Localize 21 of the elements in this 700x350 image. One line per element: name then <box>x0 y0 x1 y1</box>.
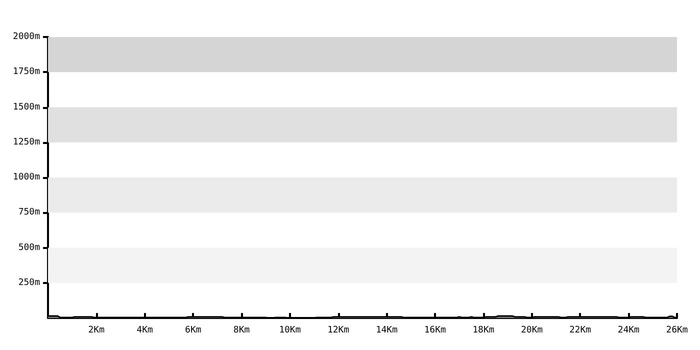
x-tick-label: 24Km <box>618 326 640 336</box>
x-tick-label: 16Km <box>424 326 446 336</box>
x-tick-label: 2Km <box>88 326 105 336</box>
y-tick-label: 1500m <box>12 102 40 112</box>
x-tick-label: 10Km <box>279 326 301 336</box>
y-tick-label: 250m <box>18 278 40 288</box>
x-tick-label: 12Km <box>327 326 350 336</box>
x-tick-label: 20Km <box>521 326 543 336</box>
y-tick-label: 1000m <box>12 172 40 182</box>
y-tick-label: 1750m <box>12 67 40 78</box>
x-tick-label: 14Km <box>376 326 398 336</box>
x-tick-label: 8Km <box>233 326 250 336</box>
y-tick-label: 1250m <box>12 137 40 148</box>
y-tick-label: 750m <box>18 208 40 218</box>
y-tick-label: 2000m <box>12 32 40 42</box>
y-tick-label: 500m <box>18 242 40 253</box>
x-tick-label: 26Km <box>666 326 688 336</box>
x-tick-label: 18Km <box>472 326 494 336</box>
x-tick-label: 6Km <box>185 326 202 336</box>
x-tick-label: 4Km <box>136 326 153 336</box>
x-tick-label: 22Km <box>569 326 592 336</box>
